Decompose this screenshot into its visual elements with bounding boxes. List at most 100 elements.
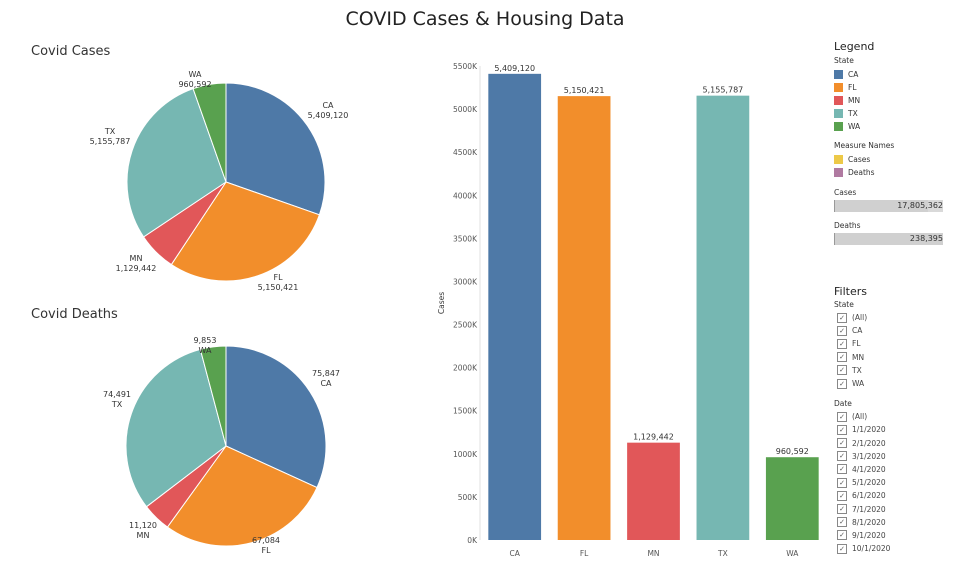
checkbox-icon[interactable]: ✓: [837, 517, 847, 528]
bar-wa[interactable]: [765, 457, 819, 540]
checkbox-icon[interactable]: ✓: [837, 312, 847, 323]
bar-tx[interactable]: [696, 95, 750, 540]
date-filter-option-label: (All): [852, 412, 868, 422]
deaths-pie-slice-tx[interactable]: [125, 348, 227, 508]
state-filter-option[interactable]: ✓ CA: [834, 324, 966, 337]
y-tick-label: 1000K: [453, 450, 478, 459]
date-filter-option-label: 9/1/2020: [852, 530, 886, 540]
deaths-size-meter: 238,395: [834, 233, 943, 245]
cases-pie-slice-ca[interactable]: [225, 82, 326, 216]
cases-pie-chart[interactable]: CA 5,409,120 FL 5,150,421 MN 1,129,442 TX 5,155…: [0, 50, 400, 310]
bar-value-label-wa: 960,592: [776, 447, 809, 456]
checkbox-icon[interactable]: ✓: [837, 365, 847, 376]
deaths-pie-title: Covid Deaths: [31, 307, 118, 322]
x-tick-label-tx: TX: [717, 549, 728, 558]
date-filter-option[interactable]: ✓ 4/1/2020: [834, 463, 966, 476]
bar-ca[interactable]: [488, 73, 542, 540]
date-filter-option[interactable]: ✓ 7/1/2020: [834, 502, 966, 515]
legend-measure-list: Cases Deaths: [834, 153, 966, 179]
cases-pie-label-tx: TX 5,155,787: [90, 127, 131, 146]
legend-item-label: FL: [848, 83, 857, 92]
state-filter-option[interactable]: ✓ (All): [834, 311, 966, 324]
checkbox-icon[interactable]: ✓: [837, 464, 847, 475]
state-filter-option-label: FL: [852, 339, 861, 349]
checkbox-icon[interactable]: ✓: [837, 490, 847, 501]
state-filter-option[interactable]: ✓ WA: [834, 377, 966, 390]
checkbox-icon[interactable]: ✓: [837, 378, 847, 389]
date-filter-option[interactable]: ✓ 1/1/2020: [834, 423, 966, 436]
checkbox-icon[interactable]: ✓: [837, 530, 847, 541]
legend-swatch: [834, 155, 843, 164]
checkbox-icon[interactable]: ✓: [837, 477, 847, 488]
legend-state-list: CA FL MN TX WA: [834, 68, 966, 133]
deaths-pie-label-fl: 67,084 FL: [252, 536, 280, 555]
cases-pie-slice-wa[interactable]: [192, 82, 227, 183]
deaths-pie-slice-ca[interactable]: [225, 345, 327, 489]
cases-pie-slice-fl[interactable]: [170, 181, 321, 282]
deaths-pie-label-wa: 9,853 WA: [194, 336, 217, 355]
state-filter-option[interactable]: ✓ MN: [834, 351, 966, 364]
y-tick-label: 3500K: [453, 234, 478, 243]
checkbox-icon[interactable]: ✓: [837, 451, 847, 462]
filters-title: Filters: [834, 285, 867, 298]
date-filter-option[interactable]: ✓ 2/1/2020: [834, 437, 966, 450]
legend-measure-cases[interactable]: Cases: [834, 153, 966, 166]
date-filter-list: ✓ (All) ✓ 1/1/2020 ✓ 2/1/2020 ✓ 3/1/2020 ✓ 4/1/20…: [834, 410, 966, 555]
legend-state-tx[interactable]: TX: [834, 107, 966, 120]
y-tick-label: 500K: [458, 493, 478, 502]
checkbox-icon[interactable]: ✓: [837, 424, 847, 435]
checkbox-icon[interactable]: ✓: [837, 325, 847, 336]
bar-value-label-tx: 5,155,787: [703, 86, 744, 95]
bar-fl[interactable]: [557, 96, 611, 540]
legend-item-label: MN: [848, 96, 861, 105]
deaths-pie-slice-fl[interactable]: [166, 445, 318, 547]
bar-value-label-mn: 1,129,442: [633, 433, 674, 442]
x-tick-label-fl: FL: [580, 549, 589, 558]
checkbox-icon[interactable]: ✓: [837, 543, 847, 554]
y-tick-label: 0K: [467, 536, 478, 545]
date-filter-option[interactable]: ✓ 3/1/2020: [834, 450, 966, 463]
cases-pie-slice-tx[interactable]: [126, 87, 227, 238]
date-filter-option[interactable]: ✓ 10/1/2020: [834, 542, 966, 555]
legend-measure-deaths[interactable]: Deaths: [834, 166, 966, 179]
deaths-pie-chart[interactable]: 75,847 CA 67,084 FL 11,120 MN 74,491 TX 9,853 WA: [0, 325, 400, 565]
size-meter-fill: [835, 233, 943, 245]
legend-measure-names-label: Measure Names: [834, 141, 895, 150]
state-filter-option-label: TX: [852, 365, 862, 375]
deaths-pie-label-ca: 75,847 CA: [312, 369, 340, 388]
size-meter-fill: [835, 200, 928, 212]
bar-mn[interactable]: [627, 442, 680, 540]
date-filter-option[interactable]: ✓ 5/1/2020: [834, 476, 966, 489]
legend-state-wa[interactable]: WA: [834, 120, 966, 133]
y-tick-label: 5000K: [453, 105, 478, 114]
cases-bar-chart[interactable]: 0K 500K 1000K 1500K 2000K 2500K 3000K 3500K 4000…: [430, 50, 830, 565]
deaths-total-value: 238,395: [909, 234, 943, 243]
y-tick-label: 2000K: [453, 364, 478, 373]
state-filter-option[interactable]: ✓ TX: [834, 364, 966, 377]
state-filter-option[interactable]: ✓ FL: [834, 337, 966, 350]
legend-state-fl[interactable]: FL: [834, 81, 966, 94]
legend-state-ca[interactable]: CA: [834, 68, 966, 81]
legend-item-label: CA: [848, 70, 859, 79]
state-filter-label: State: [834, 300, 854, 309]
checkbox-icon[interactable]: ✓: [837, 411, 847, 422]
cases-pie-title: Covid Cases: [31, 44, 111, 59]
date-filter-label: Date: [834, 399, 852, 409]
checkbox-icon[interactable]: ✓: [837, 438, 847, 449]
cases-total-value: 17,805,362: [897, 201, 943, 210]
legend-state-mn[interactable]: MN: [834, 94, 966, 107]
legend-item-label: WA: [848, 122, 861, 131]
y-tick-label: 5500K: [453, 62, 478, 71]
date-filter-option[interactable]: ✓ (All): [834, 410, 966, 423]
checkbox-icon[interactable]: ✓: [837, 352, 847, 363]
checkbox-icon[interactable]: ✓: [837, 504, 847, 515]
legend-item-label: Deaths: [848, 168, 875, 177]
deaths-pie-label-tx: 74,491 TX: [103, 390, 131, 409]
checkbox-icon[interactable]: ✓: [837, 338, 847, 349]
date-filter-option-label: 1/1/2020: [852, 425, 886, 435]
date-filter-option[interactable]: ✓ 9/1/2020: [834, 529, 966, 542]
x-tick-label-wa: WA: [786, 549, 799, 558]
deaths-pie-slice-wa[interactable]: [199, 345, 227, 447]
date-filter-option[interactable]: ✓ 8/1/2020: [834, 516, 966, 529]
date-filter-option[interactable]: ✓ 6/1/2020: [834, 489, 966, 502]
